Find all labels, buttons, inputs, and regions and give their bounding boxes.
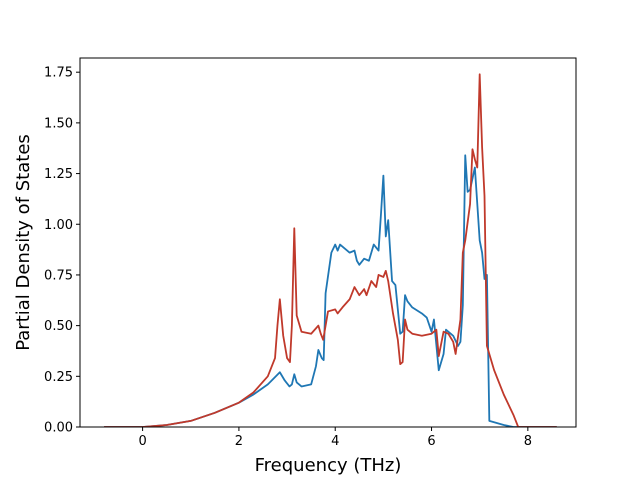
y-tick-label: 1.25 xyxy=(44,167,73,182)
y-tick-label: 0.75 xyxy=(44,268,73,283)
x-tick-label: 6 xyxy=(427,434,435,449)
x-tick-label: 4 xyxy=(331,434,339,449)
x-axis-ticks: 0 2 4 6 8 xyxy=(138,427,532,449)
x-tick-label: 8 xyxy=(524,434,532,449)
x-axis-label: Frequency (THz) xyxy=(255,455,402,476)
x-tick-label: 2 xyxy=(235,434,243,449)
y-tick-label: 0.00 xyxy=(44,421,73,436)
x-tick-label: 0 xyxy=(138,434,146,449)
y-tick-label: 1.50 xyxy=(44,116,73,131)
y-tick-label: 0.50 xyxy=(44,319,73,334)
series-line-1 xyxy=(104,154,557,427)
series-layer xyxy=(104,73,557,427)
y-tick-label: 1.75 xyxy=(44,66,73,81)
y-axis-ticks: 0.00 0.25 0.50 0.75 1.00 1.25 1.50 1.75 xyxy=(44,66,80,436)
y-axis-label: Partial Density of States xyxy=(13,134,34,351)
y-tick-label: 0.25 xyxy=(44,370,73,385)
series-line-2 xyxy=(104,73,557,427)
y-tick-label: 1.00 xyxy=(44,218,73,233)
plot-frame xyxy=(79,57,577,428)
